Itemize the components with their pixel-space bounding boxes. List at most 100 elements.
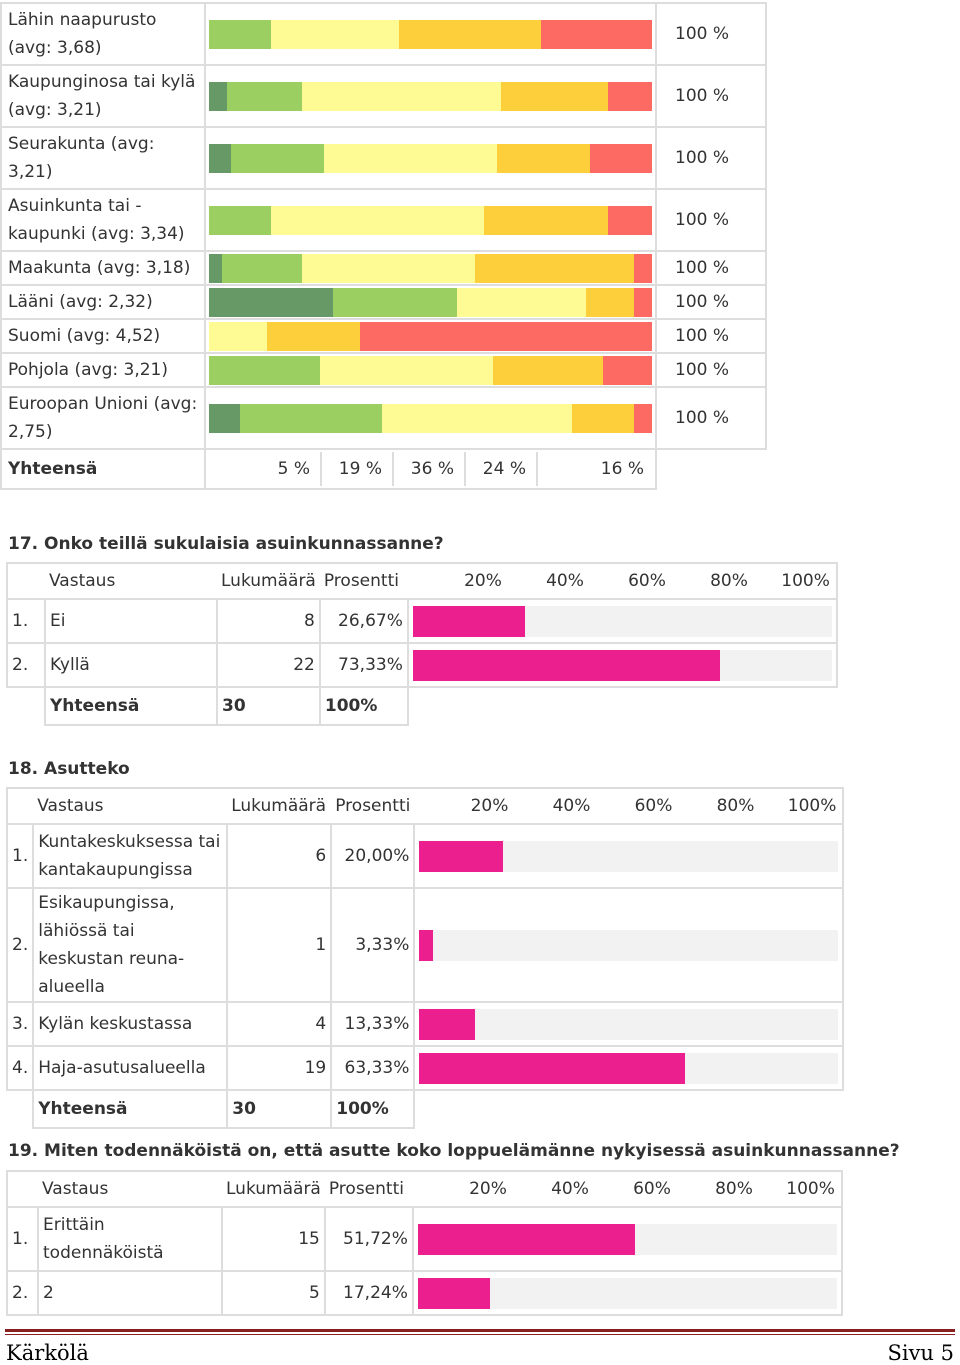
- header-percent: Prosentti: [324, 1170, 413, 1208]
- stack-row: Lääni (avg: 2,32) 100 %: [0, 284, 767, 320]
- row-number: 1.: [6, 1206, 39, 1272]
- row-bar-cell: [411, 1270, 843, 1316]
- bar-segment: [271, 205, 484, 235]
- row-percent: 20,00%: [330, 823, 416, 889]
- scale-labels: 20% 40% 60% 80% 100%: [418, 792, 838, 820]
- header-scale: 20% 40% 60% 80% 100%: [412, 1170, 843, 1208]
- stack-bar-cell: [204, 250, 657, 286]
- question-17-title: 17. Onko teillä sukulaisia asuinkunnassa…: [8, 534, 444, 554]
- stack-row: Maakunta (avg: 3,18) 100 %: [0, 250, 767, 286]
- row-answer: Erittäin todennäköistä: [37, 1206, 223, 1272]
- row-count: 4: [226, 1001, 333, 1047]
- bar-segment: [474, 253, 635, 283]
- table-row: 2. Kyllä 22 73,33%: [6, 642, 838, 688]
- bar-fill: [419, 929, 434, 961]
- sum-label: Yhteensä: [32, 1089, 229, 1129]
- stacked-bar: [209, 403, 652, 433]
- bar-fill: [419, 1008, 476, 1040]
- bar-segment: [457, 287, 586, 317]
- row-answer: Kuntakeskuksessa tai kantakaupungissa: [32, 823, 229, 889]
- stack-row-total: 100 %: [655, 284, 767, 320]
- sum-blank: [414, 1090, 843, 1128]
- scale-label: 100%: [787, 796, 837, 816]
- stack-sum-value: 5 %: [206, 452, 322, 486]
- scale-label: 80%: [710, 571, 748, 591]
- bar-segment: [589, 143, 652, 173]
- bar-segment: [492, 355, 604, 385]
- header-percent: Prosentti: [331, 787, 415, 825]
- stack-row-total: 100 %: [655, 2, 767, 66]
- question-19-table: Vastaus Lukumäärä Prosentti 20% 40% 60% 80% 100…: [6, 1170, 843, 1316]
- row-bar-cell: [411, 1206, 843, 1272]
- stacked-bar: [209, 81, 652, 111]
- row-count: 8: [216, 598, 321, 644]
- stack-row-label: Lähin naapurusto (avg: 3,68): [0, 2, 206, 66]
- row-bar-cell: [413, 1001, 845, 1047]
- row-answer: 2: [37, 1270, 223, 1316]
- row-answer: Ei: [44, 598, 218, 644]
- row-number: 2.: [6, 642, 46, 688]
- row-answer: Haja-asutusalueella: [32, 1045, 229, 1091]
- bar-segment: [231, 143, 325, 173]
- row-number: 4.: [5, 1045, 35, 1091]
- row-count: 15: [221, 1206, 326, 1272]
- stacked-bar: [209, 143, 652, 173]
- row-count: 6: [226, 823, 333, 889]
- scale-label: 20%: [464, 571, 502, 591]
- sum-spacer: [7, 687, 45, 725]
- bar-segment: [302, 253, 475, 283]
- scale-label: 20%: [470, 796, 509, 816]
- row-bar-cell: [413, 887, 845, 1003]
- table-row: 4. Haja-asutusalueella 19 63,33%: [5, 1045, 845, 1091]
- table-row: 1. Erittäin todennäköistä 15 51,72%: [6, 1206, 843, 1272]
- bar-track: [419, 1008, 839, 1040]
- sum-count: 30: [216, 686, 321, 726]
- header-percent: Prosentti: [319, 562, 408, 600]
- row-percent: 13,33%: [330, 1001, 416, 1047]
- stack-row-total: 100 %: [655, 188, 767, 252]
- bar-segment: [634, 287, 652, 317]
- stack-sum-label: Yhteensä: [0, 448, 206, 490]
- bar-segment: [501, 81, 608, 111]
- stack-row: Euroopan Unioni (avg: 2,75) 100 %: [0, 386, 767, 450]
- stack-row-label: Maakunta (avg: 3,18): [0, 250, 206, 286]
- bar-segment: [240, 403, 382, 433]
- bar-segment: [607, 81, 652, 111]
- bar-fill: [417, 1223, 635, 1255]
- bar-segment: [209, 143, 232, 173]
- stack-row-total: 100 %: [655, 250, 767, 286]
- row-bar-cell: [406, 642, 838, 688]
- stack-row: Pohjola (avg: 3,21) 100 %: [0, 352, 767, 388]
- bar-segment: [209, 403, 240, 433]
- bar-segment: [572, 403, 635, 433]
- scale-labels: 20% 40% 60% 80% 100%: [417, 1175, 837, 1203]
- bar-segment: [483, 205, 608, 235]
- stacked-bar: [209, 355, 652, 385]
- bar-track: [417, 1223, 837, 1255]
- stack-row: Kaupunginosa tai kylä (avg: 3,21) 100 %: [0, 64, 767, 128]
- row-number: 1.: [6, 598, 46, 644]
- bar-track: [412, 605, 832, 637]
- row-answer: Esikaupungissa, lähiössä tai keskustan r…: [32, 887, 229, 1003]
- row-percent: 26,67%: [318, 598, 409, 644]
- bar-track: [419, 929, 839, 961]
- sum-blank: [408, 687, 837, 725]
- bar-track: [417, 1277, 837, 1309]
- bar-segment: [209, 19, 272, 49]
- header-answer: Vastaus: [45, 562, 217, 600]
- table-sum-row: Yhteensä 30 100%: [7, 1089, 843, 1129]
- stack-bar-cell: [204, 386, 657, 450]
- question-18-title: 18. Asutteko: [8, 759, 130, 779]
- stack-bar-cell: [204, 352, 657, 388]
- bar-segment: [209, 321, 267, 351]
- row-count: 22: [216, 642, 321, 688]
- table-row: 3. Kylän keskustassa 4 13,33%: [5, 1001, 845, 1047]
- stacked-bar: [209, 19, 652, 49]
- row-answer: Kylän keskustassa: [32, 1001, 229, 1047]
- row-bar-cell: [406, 598, 838, 644]
- bar-segment: [209, 253, 223, 283]
- footer-municipality: Kärkölä: [6, 1341, 89, 1365]
- row-percent: 3,33%: [330, 887, 416, 1003]
- stack-sum-blank: [656, 449, 766, 489]
- row-number: 3.: [5, 1001, 35, 1047]
